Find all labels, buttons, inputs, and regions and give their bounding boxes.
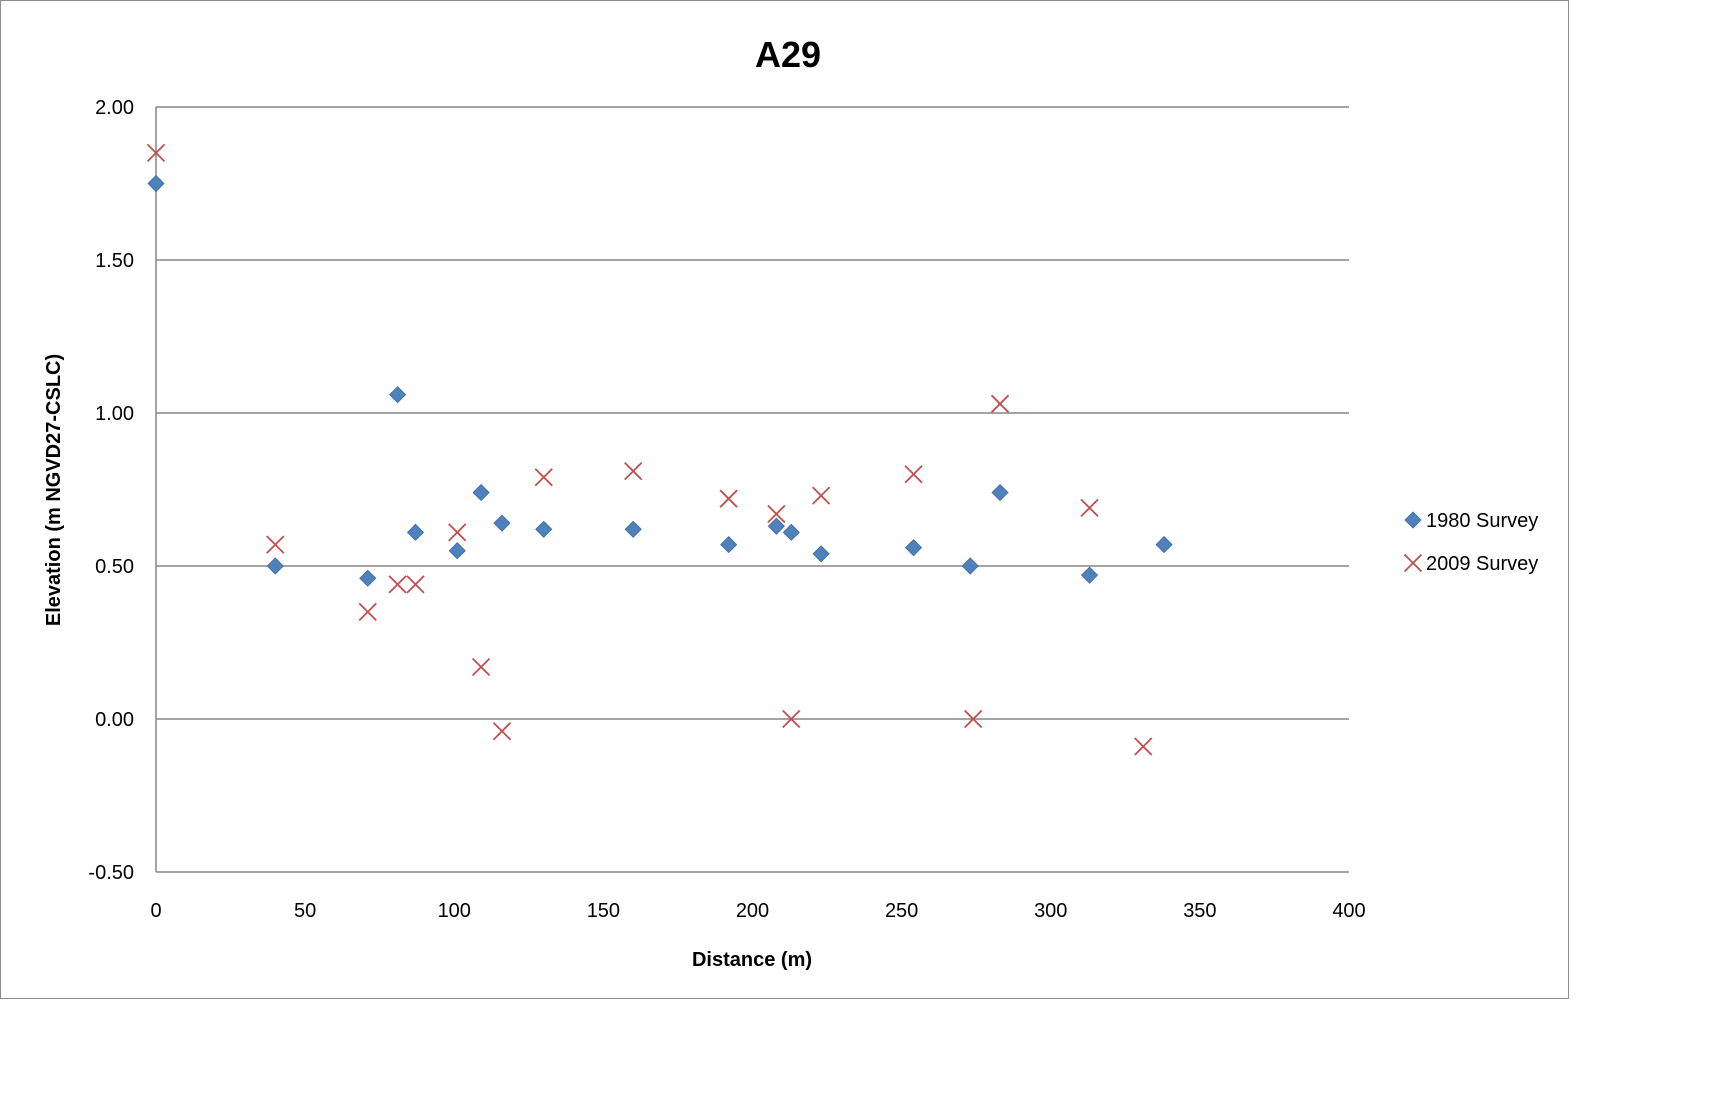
- data-point-2009: [964, 709, 983, 729]
- x-tick-label: 100: [438, 900, 471, 922]
- chart-title: A29: [755, 34, 821, 75]
- data-point-1980: [991, 483, 1009, 502]
- y-axis-label: Elevation (m NGVD27-CSLC): [43, 354, 65, 626]
- data-point-2009: [534, 468, 553, 487]
- x-tick-label: 0: [150, 900, 161, 922]
- data-point-1980: [624, 520, 642, 538]
- data-point-1980: [448, 542, 466, 560]
- x-tick-label: 400: [1332, 900, 1365, 922]
- data-point-1980: [767, 517, 785, 535]
- x-tick-label: 250: [885, 900, 918, 922]
- data-point-2009: [358, 602, 377, 622]
- data-point-1980: [147, 174, 165, 193]
- y-tick-label: 0.00: [95, 709, 134, 731]
- data-point-2009: [811, 486, 831, 505]
- y-tick-label: -0.50: [88, 862, 134, 884]
- x-tick-label: 350: [1183, 900, 1216, 922]
- x-tick-label: 50: [294, 900, 316, 922]
- data-point-2009: [767, 504, 786, 524]
- data-point-2009: [388, 575, 407, 594]
- y-tick-labels: 2.00 1.50 1.00 0.50 0.00 -0.50: [88, 97, 134, 884]
- x-tick-label: 200: [736, 900, 769, 922]
- legend-marker: [1404, 511, 1422, 529]
- data-point-1980: [389, 386, 407, 404]
- data-point-1980: [961, 557, 979, 575]
- legend-marker: [1403, 553, 1423, 573]
- y-tick-label: 0.50: [95, 556, 134, 578]
- data-point-1980: [1080, 566, 1099, 584]
- y-tick-label: 1.50: [95, 250, 134, 272]
- legend: 1980 Survey 2009 Survey: [1403, 510, 1538, 575]
- data-point-2009: [990, 394, 1010, 413]
- x-tick-label: 150: [587, 900, 620, 922]
- legend-label: 2009 Survey: [1426, 553, 1538, 575]
- data-point-2009: [448, 523, 467, 542]
- data-point-2009: [719, 489, 738, 508]
- data-point-1980: [493, 514, 511, 532]
- data-point-1980: [1155, 536, 1173, 554]
- x-tick-label: 300: [1034, 900, 1067, 922]
- x-tick-labels: 0 50 100 150 200 250 300 350 400: [150, 900, 1365, 922]
- data-point-1980: [812, 545, 830, 563]
- data-point-2009: [146, 143, 166, 163]
- data-point-1980: [266, 557, 284, 575]
- data-point-2009: [266, 535, 285, 554]
- legend-label: 1980 Survey: [1426, 510, 1538, 532]
- data-point-2009: [492, 722, 512, 741]
- data-point-1980: [359, 569, 377, 587]
- data-point-1980: [406, 523, 425, 541]
- data-point-2009: [782, 709, 801, 729]
- data-point-2009: [1134, 737, 1153, 756]
- data-point-1980: [535, 520, 553, 538]
- chart-frame: [0, 0, 1569, 999]
- data-point-1980: [720, 536, 738, 554]
- data-point-2009: [1080, 498, 1099, 517]
- data-point-2009: [471, 657, 491, 677]
- gridlines: [156, 106, 1349, 873]
- x-axis-label: Distance (m): [692, 949, 812, 971]
- data-point-1980: [782, 523, 800, 541]
- data-point-1980: [472, 483, 490, 502]
- data-point-1980: [904, 539, 923, 557]
- data-point-2009: [406, 575, 425, 594]
- y-tick-label: 2.00: [95, 97, 134, 119]
- data-point-2009: [624, 462, 643, 481]
- data-points: [146, 143, 1173, 756]
- data-point-2009: [904, 465, 923, 484]
- y-tick-label: 1.00: [95, 403, 134, 425]
